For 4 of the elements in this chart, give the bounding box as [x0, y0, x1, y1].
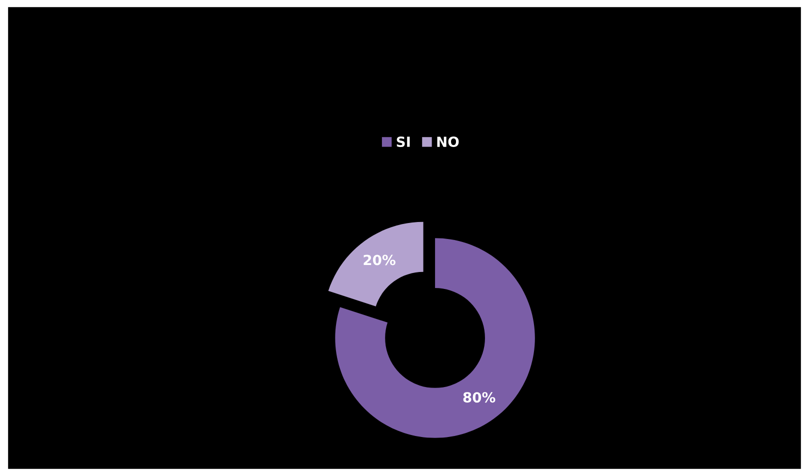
legend-label: NO — [437, 136, 459, 148]
legend-label: SI — [396, 136, 410, 148]
data-label: 80% — [463, 392, 496, 403]
data-label: 20% — [364, 254, 396, 266]
